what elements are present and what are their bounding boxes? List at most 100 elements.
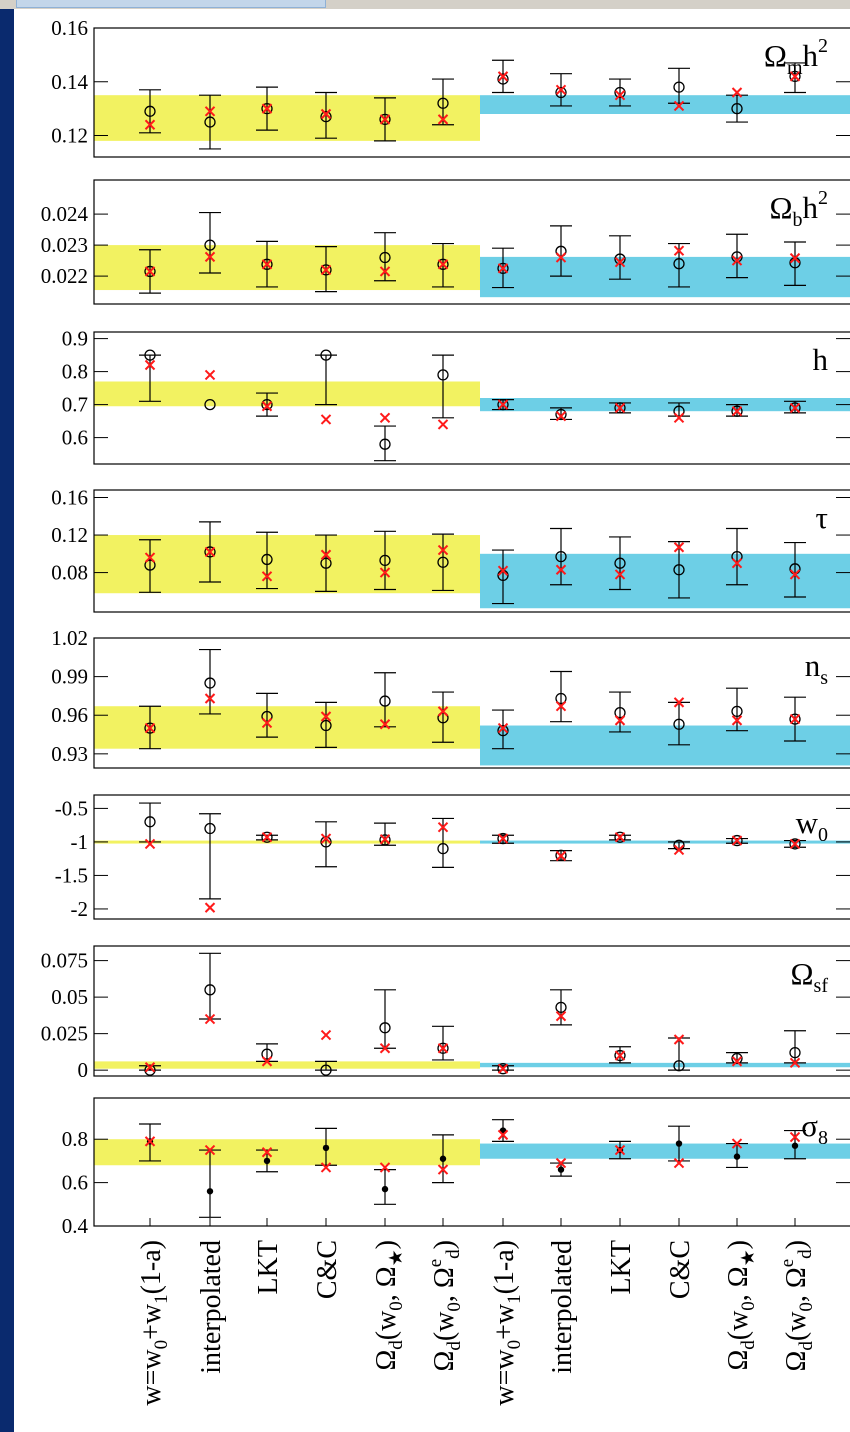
category-label: LKT — [606, 1240, 637, 1294]
best-fit-stroke — [673, 1034, 685, 1045]
best-fit-stroke — [789, 1057, 801, 1069]
best-fit-stroke — [204, 546, 216, 558]
band-left — [94, 381, 480, 407]
best-fit-marker — [261, 1147, 273, 1158]
best-fit-marker — [437, 821, 449, 833]
data-point — [789, 402, 801, 414]
best-fit-marker — [261, 259, 273, 270]
best-fit-marker — [789, 569, 801, 580]
best-fit-stroke — [731, 715, 743, 726]
data-point — [437, 258, 449, 270]
best-fit-stroke — [614, 569, 626, 580]
y-tick-label: 0.6 — [62, 426, 88, 450]
data-point — [379, 438, 391, 450]
best-fit-stroke — [379, 1043, 391, 1054]
data-point — [320, 719, 332, 732]
panel-label: Ωmh2 — [764, 35, 828, 79]
y-tick-label: 0 — [78, 1058, 89, 1082]
data-point — [497, 73, 509, 85]
data-point — [614, 86, 626, 99]
best-fit-marker — [261, 401, 273, 412]
band-left — [94, 535, 480, 594]
best-fit-stroke — [437, 1164, 449, 1175]
y-tick-label: 0.12 — [51, 523, 88, 547]
y-tick-label: 1.02 — [51, 626, 88, 650]
data-point — [497, 1063, 509, 1075]
best-fit-stroke — [437, 544, 449, 556]
panel-label: ns — [805, 648, 829, 689]
data-point — [614, 557, 626, 569]
best-fit-marker — [379, 114, 391, 125]
data-point — [437, 369, 449, 381]
data-point — [379, 1022, 391, 1034]
data-point — [557, 1166, 565, 1173]
best-fit-stroke — [555, 701, 567, 712]
data-point — [439, 1155, 447, 1162]
best-fit-marker — [261, 717, 273, 729]
best-fit-stroke — [144, 1062, 156, 1073]
y-tick-label: 0.05 — [51, 985, 88, 1009]
best-fit-marker — [144, 1062, 156, 1073]
best-fit-stroke — [437, 821, 449, 833]
data-point — [204, 398, 216, 411]
data-point — [144, 105, 156, 117]
data-point — [555, 86, 567, 99]
y-tick-label: 0.023 — [41, 233, 88, 257]
band-right — [480, 725, 850, 766]
panel-frame — [93, 27, 850, 158]
best-fit-stroke — [261, 717, 273, 729]
data-point — [144, 265, 156, 278]
data-point — [555, 849, 567, 861]
data-point — [379, 554, 391, 567]
data-point — [144, 349, 156, 361]
data-point — [789, 70, 801, 83]
panel-frame — [93, 331, 850, 465]
panel-label: w0 — [796, 805, 828, 846]
data-point — [379, 251, 391, 264]
data-point — [789, 1046, 801, 1059]
band-right — [480, 256, 850, 298]
data-point — [144, 722, 156, 734]
data-point — [204, 116, 216, 128]
best-fit-stroke — [144, 722, 156, 734]
data-point — [555, 550, 567, 563]
best-fit-marker — [789, 1131, 801, 1143]
best-fit-stroke — [555, 1010, 567, 1022]
best-fit-stroke — [614, 1050, 626, 1061]
best-fit-marker — [144, 838, 156, 850]
best-fit-stroke — [614, 1144, 626, 1156]
data-point — [437, 712, 449, 724]
best-fit-stroke — [144, 359, 156, 371]
best-fit-stroke — [497, 71, 509, 82]
best-fit-marker — [614, 832, 626, 843]
best-fit-marker — [497, 263, 509, 274]
best-fit-stroke — [261, 401, 273, 412]
best-fit-stroke — [731, 1138, 743, 1149]
best-fit-marker — [555, 1157, 567, 1169]
data-point — [322, 1144, 330, 1152]
data-point — [206, 1188, 214, 1195]
best-fit-stroke — [789, 71, 801, 82]
best-fit-marker — [555, 1010, 567, 1022]
category-label: Ωd(w0, Ωed) — [425, 1240, 465, 1371]
band-left — [94, 706, 480, 749]
band-right — [480, 1143, 850, 1159]
data-point — [379, 834, 391, 846]
data-point — [733, 1153, 741, 1160]
best-fit-stroke — [320, 711, 332, 722]
category-label: Ωd(w0, Ω★) — [723, 1240, 759, 1371]
best-fit-stroke — [614, 715, 626, 726]
y-tick-label: -1.5 — [55, 863, 88, 887]
data-point — [497, 725, 509, 737]
data-point — [320, 111, 332, 123]
data-point — [675, 1140, 683, 1147]
panel-2: 0.022 0.023 0.024 Ωbh2 — [41, 179, 850, 305]
best-fit-stroke — [555, 410, 567, 422]
best-fit-stroke — [614, 256, 626, 268]
panel-6: -2 -1.5 -1 -0.5 w0 — [55, 794, 850, 921]
best-fit-marker — [320, 414, 332, 425]
best-fit-stroke — [673, 100, 685, 112]
panel-frame — [93, 637, 850, 769]
best-fit-marker — [555, 84, 567, 96]
best-fit-marker — [497, 1063, 509, 1074]
